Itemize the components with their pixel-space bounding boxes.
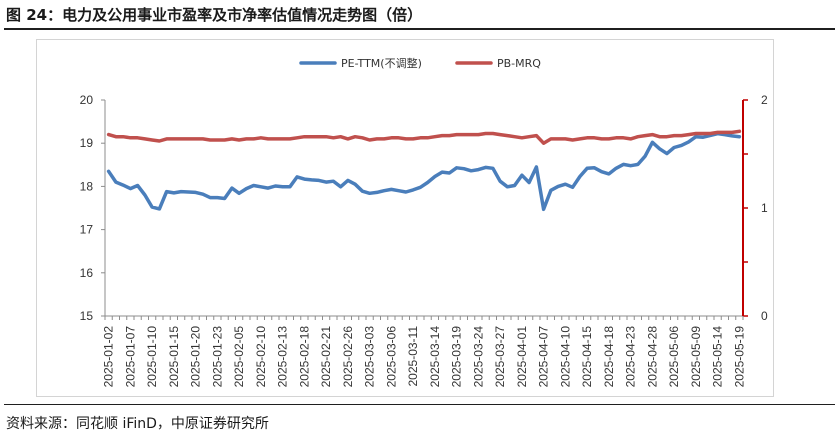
left-y-tick-label: 16 bbox=[80, 266, 94, 280]
x-tick-label: 2025-04-07 bbox=[537, 326, 551, 388]
x-tick-label: 2025-02-13 bbox=[276, 326, 290, 388]
x-tick-label: 2025-01-10 bbox=[145, 326, 159, 388]
x-tick-label: 2025-05-09 bbox=[689, 326, 703, 388]
series-line-pe-ttm bbox=[106, 131, 742, 212]
x-tick-label: 2025-05-06 bbox=[667, 326, 681, 388]
chart-container: 15 16 17 18 19 20 0 1 2 2025-01-02 2025-01-07 2025-… bbox=[36, 39, 774, 397]
x-tick-label: 2025-02-21 bbox=[319, 326, 333, 388]
x-tick-label: 2025-01-20 bbox=[189, 326, 203, 388]
figure-title: 图 24：电力及公用事业市盈率及市净率估值情况走势图（倍） bbox=[6, 6, 423, 24]
x-tick-label: 2025-03-03 bbox=[363, 326, 377, 388]
title-divider bbox=[4, 28, 835, 30]
source-note: 资料来源：同花顺 iFinD，中原证券研究所 bbox=[6, 416, 269, 432]
x-tick-label: 2025-01-07 bbox=[123, 326, 137, 388]
right-y-tick-label: 0 bbox=[761, 309, 768, 323]
x-tick-label: 2025-05-19 bbox=[732, 326, 746, 388]
x-tick-label: 2025-01-02 bbox=[102, 326, 116, 388]
left-y-tick-label: 17 bbox=[80, 223, 94, 237]
left-y-tick-label: 20 bbox=[80, 93, 94, 107]
line-chart: 15 16 17 18 19 20 0 1 2 2025-01-02 2025-01-07 2025-… bbox=[80, 56, 768, 388]
left-y-tick-label: 18 bbox=[80, 179, 94, 193]
x-tick-label: 2025-04-28 bbox=[645, 326, 659, 388]
x-tick-label: 2025-03-11 bbox=[406, 326, 420, 387]
x-tick-label: 2025-03-14 bbox=[428, 326, 442, 388]
x-tick-label: 2025-03-27 bbox=[493, 326, 507, 388]
legend-label: PB-MRQ bbox=[497, 57, 541, 70]
legend-label: PE-TTM(不调整) bbox=[341, 56, 422, 70]
x-tick-label: 2025-03-19 bbox=[450, 326, 464, 388]
right-y-tick-label: 2 bbox=[761, 93, 768, 107]
x-tick-label: 2025-04-01 bbox=[515, 326, 529, 388]
x-tick-label: 2025-02-18 bbox=[297, 326, 311, 388]
x-tick-label: 2025-04-15 bbox=[580, 326, 594, 388]
x-tick-label: 2025-02-26 bbox=[341, 326, 355, 388]
x-tick-label: 2025-04-18 bbox=[602, 326, 616, 388]
source-divider bbox=[4, 404, 835, 405]
x-tick-label: 2025-01-15 bbox=[167, 326, 181, 388]
left-y-tick-label: 19 bbox=[80, 136, 94, 150]
left-y-tick-label: 15 bbox=[80, 309, 94, 323]
x-tick-label: 2025-05-14 bbox=[711, 326, 725, 388]
x-tick-label: 2025-04-23 bbox=[624, 326, 638, 388]
x-tick-label: 2025-01-23 bbox=[210, 326, 224, 388]
x-tick-label: 2025-03-24 bbox=[471, 326, 485, 388]
right-y-tick-label: 1 bbox=[761, 201, 768, 215]
x-tick-label: 2025-04-10 bbox=[558, 326, 572, 388]
x-tick-label: 2025-03-06 bbox=[384, 326, 398, 388]
x-tick-label: 2025-02-10 bbox=[254, 326, 268, 388]
series-line-pb-mrq bbox=[106, 129, 742, 145]
x-tick-label: 2025-02-05 bbox=[232, 326, 246, 388]
